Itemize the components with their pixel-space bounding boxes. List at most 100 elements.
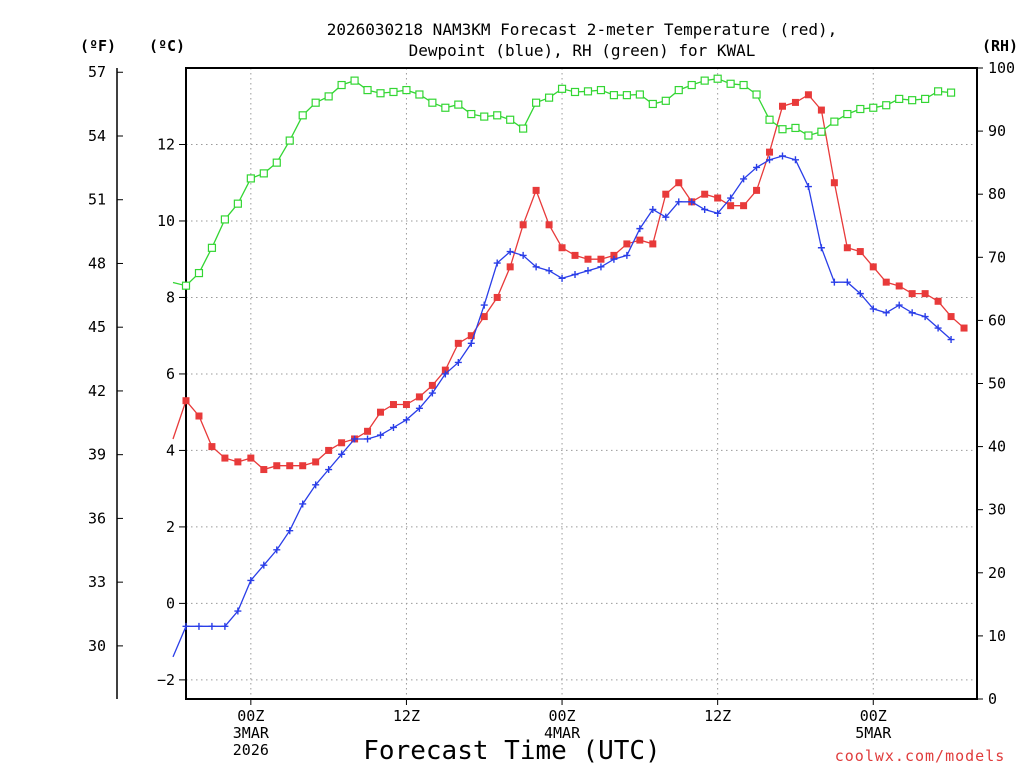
dewpoint-point — [597, 263, 605, 271]
temperature-point — [584, 255, 592, 263]
credit-text: coolwx.com/models — [835, 747, 1006, 765]
temperature-point — [817, 106, 825, 114]
rh-point — [519, 124, 528, 133]
title-line-1: 2026030218 NAM3KM Forecast 2-meter Tempe… — [327, 20, 838, 39]
fahrenheit-tick-label: 42 — [88, 382, 106, 400]
rh-point — [350, 76, 359, 85]
fahrenheit-tick-label: 51 — [88, 191, 106, 209]
dewpoint-point — [286, 527, 294, 535]
rh-point — [778, 125, 787, 134]
x-tick-label: 2026 — [233, 741, 269, 759]
rh-point — [272, 158, 281, 167]
rh-point — [726, 79, 735, 88]
rh-point — [700, 76, 709, 85]
rh-point — [674, 85, 683, 95]
temperature-point — [402, 401, 410, 409]
x-tick-label: 3MAR — [233, 724, 270, 742]
dewpoint-point — [493, 259, 501, 267]
x-tick-label: 12Z — [393, 707, 420, 725]
dewpoint-point — [234, 607, 242, 615]
dewpoint-point — [753, 163, 761, 171]
rh-point — [583, 87, 593, 96]
series-layer — [172, 74, 968, 658]
celsius-tick-label: 6 — [166, 365, 175, 383]
rh-point — [246, 174, 255, 183]
x-axis-label: Forecast Time (UTC) — [363, 736, 660, 766]
rh-unit-label: (RH) — [982, 37, 1018, 55]
dewpoint-point — [662, 213, 670, 221]
dewpoint-point — [727, 194, 735, 202]
dewpoint-point — [195, 622, 203, 630]
temperature-point — [428, 381, 436, 389]
rh-tick-label: 70 — [988, 248, 1006, 266]
rh-point — [454, 100, 463, 109]
temperature-point — [934, 297, 942, 305]
rh-tick-label: 90 — [988, 122, 1006, 140]
temperature-point — [623, 240, 631, 248]
temperature-point — [519, 221, 527, 229]
temperature-point — [286, 462, 294, 470]
dewpoint-point — [441, 370, 449, 378]
rh-point — [908, 96, 917, 105]
rh-point — [765, 115, 774, 124]
rh-point — [467, 109, 476, 119]
temperature-point — [869, 263, 877, 271]
rh-point — [493, 111, 502, 120]
dewpoint-point — [558, 274, 566, 282]
temperature-point — [532, 186, 540, 194]
celsius-tick-label: 10 — [157, 212, 175, 230]
fahrenheit-tick-label: 57 — [88, 63, 106, 81]
temperature-point — [753, 186, 761, 194]
rh-tick-label: 10 — [988, 627, 1006, 645]
temperature-point — [856, 248, 864, 256]
temperature-point — [545, 221, 553, 229]
rh-point — [337, 80, 346, 90]
temperature-point — [247, 454, 255, 462]
rh-point — [687, 80, 696, 90]
rh-point — [194, 268, 204, 278]
dewpoint-point — [649, 205, 657, 213]
temperature-point — [947, 313, 955, 321]
rh-point — [376, 89, 385, 98]
dewpoint-point — [882, 309, 890, 317]
temperature-series — [172, 91, 968, 474]
rh-point — [882, 101, 891, 110]
temperature-point — [389, 401, 397, 409]
temperature-point — [441, 366, 449, 374]
rh-point — [532, 98, 541, 107]
x-tick-label: 5MAR — [855, 724, 892, 742]
temperature-point — [221, 454, 229, 462]
temperature-point — [727, 202, 735, 210]
rh-point — [609, 91, 619, 100]
temperature-point — [364, 427, 372, 435]
rh-point — [324, 92, 333, 101]
dewpoint-point — [830, 278, 838, 286]
celsius-tick-label: −2 — [157, 671, 175, 689]
dewpoint-point — [273, 546, 281, 554]
rh-point — [895, 94, 904, 104]
rh-point — [622, 91, 631, 100]
celsius-tick-label: 0 — [166, 594, 175, 612]
temperature-point — [558, 244, 566, 252]
rh-point — [415, 90, 424, 99]
temperature-point — [467, 332, 475, 340]
temperature-point — [299, 462, 307, 470]
dewpoint-point — [843, 278, 851, 286]
rh-point — [480, 112, 489, 121]
temperature-point — [740, 202, 748, 210]
rh-point — [804, 131, 813, 140]
dewpoint-point — [584, 267, 592, 275]
dewpoint-point — [714, 209, 722, 217]
dewpoint-point — [506, 248, 514, 256]
temperature-point — [377, 408, 385, 416]
dewpoint-point — [675, 198, 683, 206]
dewpoint-point — [454, 358, 462, 366]
rh-point — [635, 90, 644, 99]
temperature-point — [714, 194, 722, 202]
rh-tick-label: 30 — [988, 501, 1006, 519]
dewpoint-point — [571, 271, 579, 279]
rh-point — [311, 98, 320, 107]
rh-point — [298, 111, 307, 120]
